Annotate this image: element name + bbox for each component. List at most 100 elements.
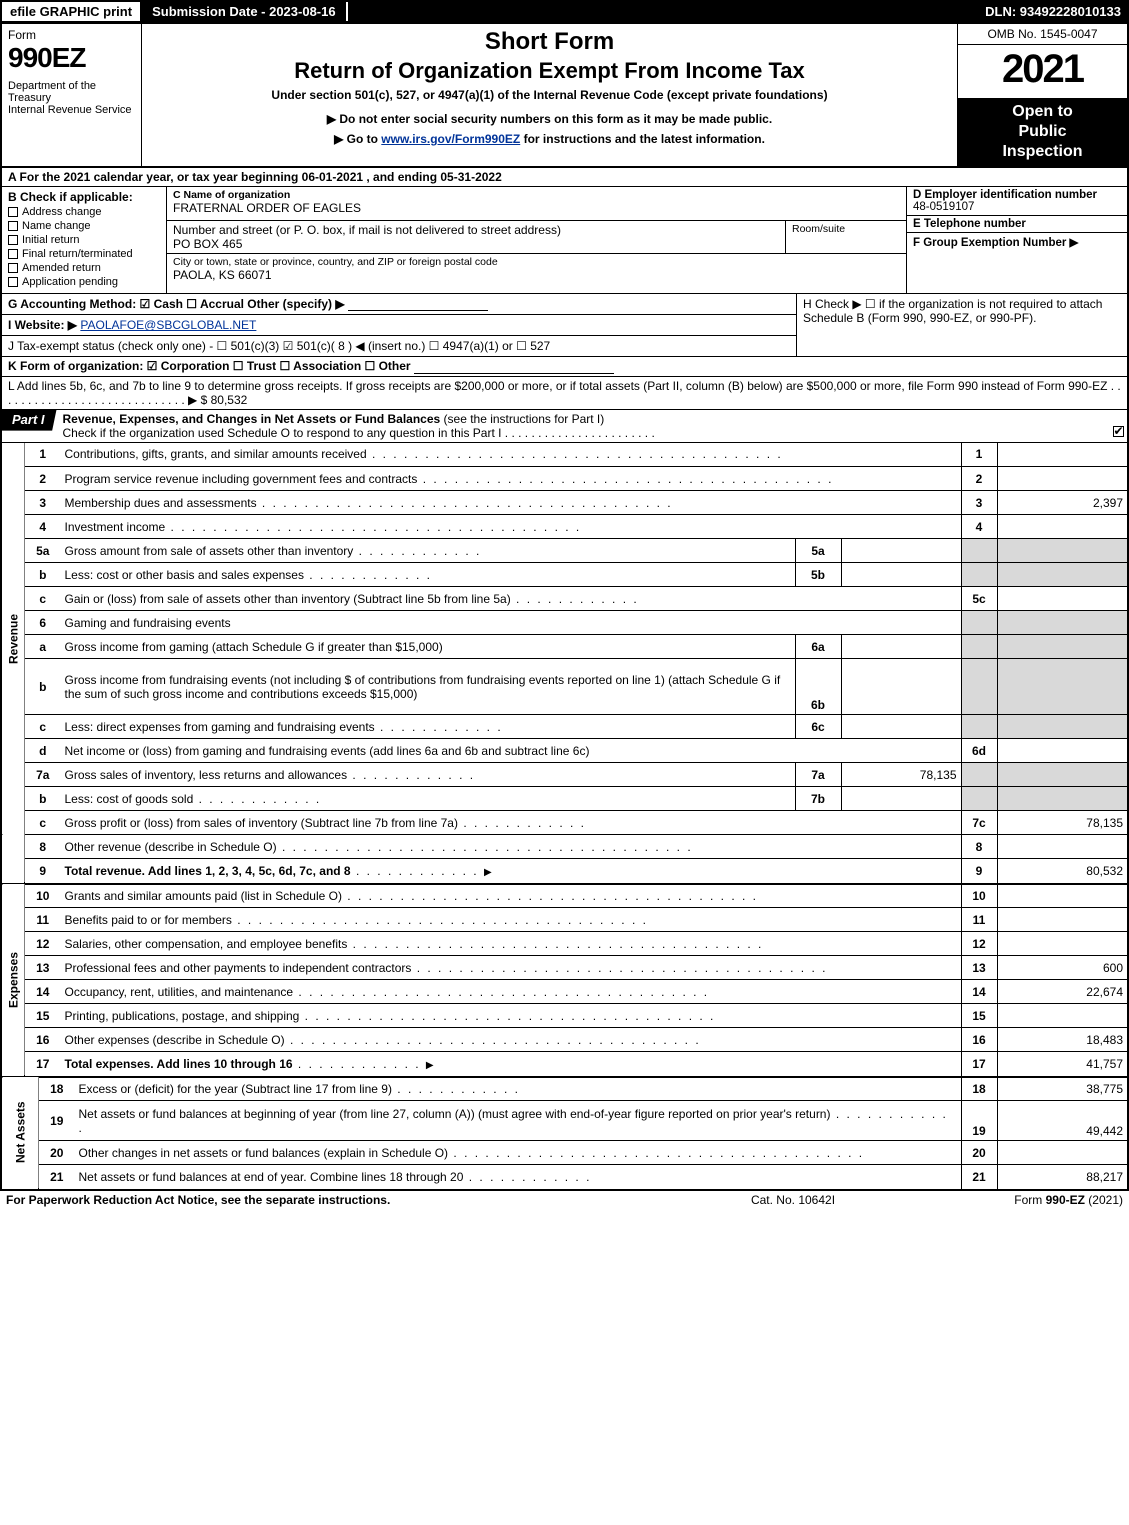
line-4: Investment income xyxy=(65,520,582,534)
part-i-check: Check if the organization used Schedule … xyxy=(63,426,655,440)
under-section: Under section 501(c), 527, or 4947(a)(1)… xyxy=(150,88,949,102)
chk-label: Final return/terminated xyxy=(22,248,133,260)
return-title: Return of Organization Exempt From Incom… xyxy=(150,58,949,84)
val-15 xyxy=(997,1004,1127,1028)
val-21: 88,217 xyxy=(997,1165,1127,1189)
part-i-header: Part I Revenue, Expenses, and Changes in… xyxy=(2,410,1127,443)
line-13: Professional fees and other payments to … xyxy=(65,961,828,975)
val-11 xyxy=(997,908,1127,932)
form-word: Form xyxy=(8,28,135,42)
val-13: 600 xyxy=(997,956,1127,980)
org-city: PAOLA, KS 66071 xyxy=(173,268,272,282)
line-6: Gaming and fundraising events xyxy=(61,611,962,635)
part-i-note: (see the instructions for Part I) xyxy=(440,412,604,426)
line-6c: Less: direct expenses from gaming and fu… xyxy=(65,720,503,734)
dln: DLN: 93492228010133 xyxy=(977,2,1129,21)
ein-value: 48-0519107 xyxy=(913,201,974,213)
line-21: Net assets or fund balances at end of ye… xyxy=(79,1170,464,1184)
checkbox-final-return[interactable] xyxy=(8,249,18,259)
line-18: Excess or (deficit) for the year (Subtra… xyxy=(79,1082,392,1096)
org-address: PO BOX 465 xyxy=(173,237,242,251)
val-8 xyxy=(997,835,1127,859)
line-3: Membership dues and assessments xyxy=(65,496,673,510)
department: Department of the Treasury Internal Reve… xyxy=(8,80,135,116)
val-4 xyxy=(997,515,1127,539)
line-6d: Net income or (loss) from gaming and fun… xyxy=(61,739,962,763)
row-k-org-form: K Form of organization: ☑ Corporation ☐ … xyxy=(2,357,1127,376)
header-left: Form 990EZ Department of the Treasury In… xyxy=(2,24,142,166)
efile-print[interactable]: efile GRAPHIC print xyxy=(0,0,142,23)
line-12: Salaries, other compensation, and employ… xyxy=(65,937,764,951)
val-6c-inner xyxy=(841,715,961,739)
goto-post: for instructions and the latest informat… xyxy=(520,132,765,146)
checkbox-schedule-o[interactable] xyxy=(1113,426,1124,437)
line-11: Benefits paid to or for members xyxy=(65,913,648,927)
expenses-table: Expenses 10 Grants and similar amounts p… xyxy=(2,883,1127,1076)
open-public: Open to Public Inspection xyxy=(958,98,1127,166)
val-7a-inner: 78,135 xyxy=(841,763,961,787)
val-9: 80,532 xyxy=(997,859,1127,883)
side-expenses: Expenses xyxy=(2,884,25,1076)
side-net-assets: Net Assets xyxy=(2,1077,39,1189)
form-header: Form 990EZ Department of the Treasury In… xyxy=(2,24,1127,168)
val-18: 38,775 xyxy=(997,1077,1127,1101)
line-8: Other revenue (describe in Schedule O) xyxy=(65,840,693,854)
row-h-schedule-b: H Check ▶ ☐ if the organization is not r… xyxy=(797,294,1127,356)
section-bcdef: B Check if applicable: Address change Na… xyxy=(2,187,1127,294)
line-1: Contributions, gifts, grants, and simila… xyxy=(65,447,783,461)
row-j-tax-exempt: J Tax-exempt status (check only one) - ☐… xyxy=(2,335,796,356)
val-7c: 78,135 xyxy=(997,811,1127,835)
line-19: Net assets or fund balances at beginning… xyxy=(79,1107,831,1121)
footer-left: For Paperwork Reduction Act Notice, see … xyxy=(6,1193,663,1207)
row-g-accounting: G Accounting Method: ☑ Cash ☐ Accrual Ot… xyxy=(2,294,796,314)
section-def: D Employer identification number 48-0519… xyxy=(907,187,1127,293)
website-link[interactable]: PAOLAFOE@SBCGLOBAL.NET xyxy=(80,318,256,332)
section-c: C Name of organization FRATERNAL ORDER O… xyxy=(167,187,907,293)
header-center: Short Form Return of Organization Exempt… xyxy=(142,24,957,166)
row-a-tax-year: A For the 2021 calendar year, or tax yea… xyxy=(2,168,1127,187)
checkbox-amended-return[interactable] xyxy=(8,263,18,273)
val-5c xyxy=(997,587,1127,611)
goto-line: ▶ Go to www.irs.gov/Form990EZ for instru… xyxy=(150,132,949,146)
revenue-table: Revenue 1 Contributions, gifts, grants, … xyxy=(2,443,1127,883)
line-9: Total revenue. Add lines 1, 2, 3, 4, 5c,… xyxy=(65,864,351,878)
val-2 xyxy=(997,467,1127,491)
line-7c: Gross profit or (loss) from sales of inv… xyxy=(65,816,587,830)
line-15: Printing, publications, postage, and shi… xyxy=(65,1009,716,1023)
line-14: Occupancy, rent, utilities, and maintena… xyxy=(65,985,710,999)
val-5b-inner xyxy=(841,563,961,587)
section-ghij: G Accounting Method: ☑ Cash ☐ Accrual Ot… xyxy=(2,294,1127,357)
header-right: OMB No. 1545-0047 2021 Open to Public In… xyxy=(957,24,1127,166)
checkbox-application-pending[interactable] xyxy=(8,277,18,287)
line-16: Other expenses (describe in Schedule O) xyxy=(65,1033,701,1047)
chk-label: Initial return xyxy=(22,234,79,246)
footer-cat-no: Cat. No. 10642I xyxy=(663,1193,923,1207)
val-3: 2,397 xyxy=(997,491,1127,515)
val-17: 41,757 xyxy=(997,1052,1127,1076)
val-12 xyxy=(997,932,1127,956)
gross-receipts-amount: $ 80,532 xyxy=(201,393,248,407)
net-assets-table: Net Assets 18 Excess or (deficit) for th… xyxy=(2,1076,1127,1189)
val-6b-inner xyxy=(841,659,961,715)
row-i-label: I Website: ▶ xyxy=(8,318,77,332)
val-10 xyxy=(997,884,1127,908)
irs-link[interactable]: www.irs.gov/Form990EZ xyxy=(381,132,520,146)
val-1 xyxy=(997,443,1127,467)
part-i-title: Revenue, Expenses, and Changes in Net As… xyxy=(63,412,441,426)
side-revenue: Revenue xyxy=(2,443,25,835)
submission-date: Submission Date - 2023-08-16 xyxy=(142,2,348,21)
line-2: Program service revenue including govern… xyxy=(65,472,834,486)
room-suite: Room/suite xyxy=(786,221,906,253)
label-e-phone: E Telephone number xyxy=(913,218,1026,230)
chk-label: Amended return xyxy=(22,262,101,274)
col-gij: G Accounting Method: ☑ Cash ☐ Accrual Ot… xyxy=(2,294,797,356)
val-6a-inner xyxy=(841,635,961,659)
footer-form-ref: Form 990-EZ (2021) xyxy=(923,1193,1123,1207)
checkbox-initial-return[interactable] xyxy=(8,235,18,245)
chk-label: Address change xyxy=(22,206,102,218)
checkbox-name-change[interactable] xyxy=(8,221,18,231)
label-f-group: F Group Exemption Number ▶ xyxy=(913,237,1078,249)
chk-label: Name change xyxy=(22,220,91,232)
part-i-tab: Part I xyxy=(2,410,57,431)
checkbox-address-change[interactable] xyxy=(8,207,18,217)
